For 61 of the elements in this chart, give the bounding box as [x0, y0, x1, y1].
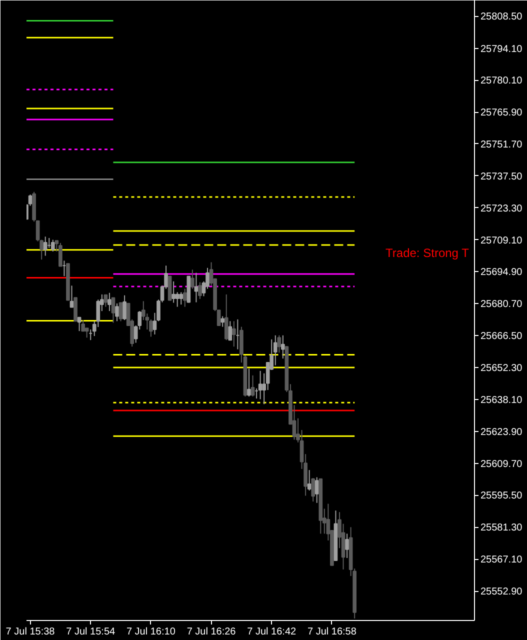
candlestick	[247, 368, 251, 398]
y-tick-label: 25666.50	[480, 331, 523, 342]
candlestick	[118, 302, 123, 322]
y-tick-label: 25680.70	[480, 299, 523, 310]
candlestick	[58, 242, 62, 267]
candlestick	[307, 470, 312, 492]
candlestick	[84, 328, 89, 338]
candlestick	[81, 320, 85, 332]
y-tick-label: 25751.70	[480, 139, 523, 150]
candlestick	[122, 294, 126, 321]
candlestick	[50, 239, 55, 252]
y-tick-label: 25709.10	[480, 235, 523, 246]
y-tick-label: 25808.50	[480, 12, 523, 23]
y-tick-label: 25609.70	[480, 458, 523, 470]
candlestick	[228, 320, 232, 341]
candlestick	[281, 334, 285, 360]
x-tick-label: 7 Jul 16:10	[126, 626, 176, 638]
y-tick-label: 25723.30	[480, 203, 523, 214]
candlestick	[172, 280, 176, 304]
candlestick	[74, 297, 78, 322]
x-tick-label: 7 Jul 16:42	[247, 626, 297, 638]
y-tick-label: 25623.90	[480, 426, 523, 438]
candlestick	[77, 316, 82, 332]
y-tick-label: 25737.50	[480, 171, 523, 182]
y-tick-label: 25595.50	[480, 490, 523, 502]
x-tick-label: 7 Jul 15:38	[6, 626, 56, 638]
candlestick	[258, 370, 262, 400]
candlestick	[314, 476, 319, 504]
candlestick	[104, 294, 108, 308]
candlestick	[175, 292, 180, 308]
y-tick-label: 25552.90	[480, 586, 523, 598]
y-tick-label: 25765.90	[480, 108, 523, 119]
candlestick	[182, 288, 187, 308]
x-tick-label: 7 Jul 15:54	[66, 626, 116, 638]
y-tick-label: 25794.10	[480, 44, 523, 56]
y-tick-label: 25567.10	[480, 554, 523, 566]
y-tick-label: 25780.10	[480, 76, 523, 87]
candlestick	[43, 236, 48, 256]
candlestick	[198, 282, 202, 300]
text: Trade: Strong T	[386, 246, 470, 260]
y-tick-label: 25652.30	[480, 363, 523, 374]
candlestick	[220, 316, 225, 328]
candlestick	[194, 272, 198, 303]
candlestick	[250, 374, 255, 398]
x-tick-label: 7 Jul 16:58	[307, 626, 357, 638]
candlestick	[179, 292, 184, 306]
candlestick	[115, 302, 119, 322]
candlestick	[345, 533, 349, 558]
candlestick	[232, 320, 236, 348]
candlestick	[190, 269, 194, 290]
y-tick-label: 25694.90	[480, 267, 523, 278]
y-tick-label: 25638.10	[480, 394, 523, 406]
candlestick	[111, 297, 116, 324]
candlestick	[277, 334, 282, 354]
candlestick	[108, 292, 112, 312]
candlestick	[224, 294, 228, 341]
x-tick-label: 7 Jul 16:26	[186, 626, 236, 638]
candlestick	[70, 285, 74, 308]
candlestick	[311, 478, 316, 502]
candlestick	[273, 334, 278, 366]
y-tick-label: 25581.30	[480, 522, 523, 534]
